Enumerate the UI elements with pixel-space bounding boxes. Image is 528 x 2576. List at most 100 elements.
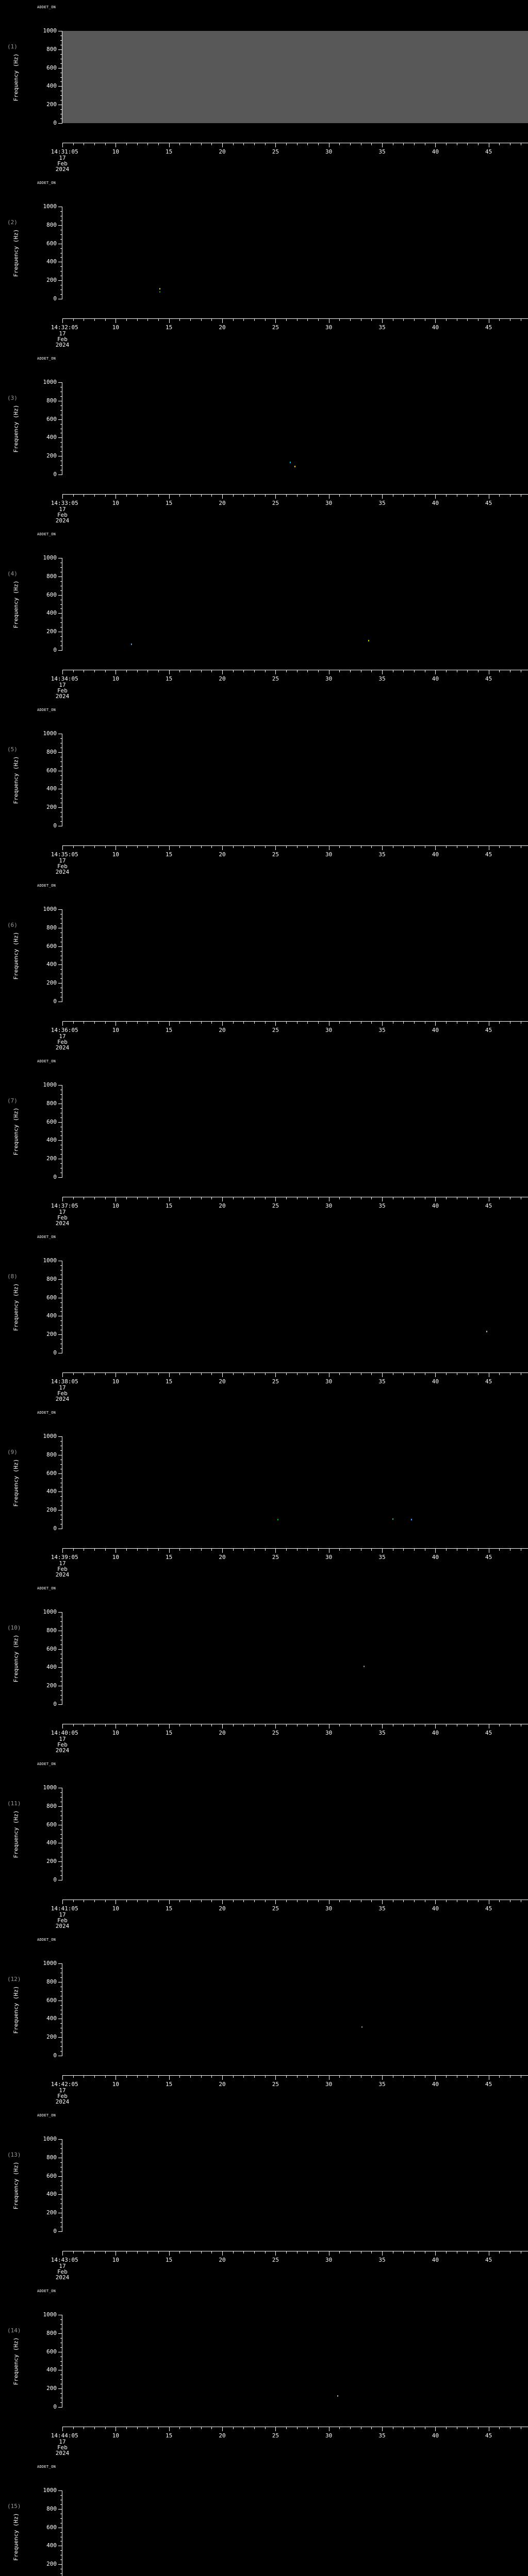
spectrogram-image	[62, 382, 528, 474]
x-axis-date-line: Feb	[57, 1390, 68, 1397]
x-axis-minor-tick	[318, 2251, 319, 2253]
x-axis-minor-tick	[254, 1900, 255, 1902]
x-axis-minor-tick	[467, 1372, 468, 1375]
x-axis-tick-label: 30	[325, 148, 333, 155]
x-axis-tick	[435, 1900, 436, 1904]
x-axis-minor-tick	[105, 2251, 106, 2253]
spectrogram-image	[62, 558, 528, 650]
y-axis-minor-tick	[60, 1325, 62, 1326]
x-axis-minor-tick	[126, 1900, 127, 1902]
x-axis-tick-label: 35	[378, 500, 386, 506]
x-axis-minor-tick	[158, 1021, 159, 1024]
x-axis-tick-label: 45	[485, 1378, 492, 1385]
x-axis-minor-tick	[265, 845, 266, 848]
y-axis-tick-label: 800	[46, 1626, 57, 1634]
y-axis-minor-tick	[60, 2402, 62, 2403]
x-axis-minor-tick	[296, 1548, 298, 1551]
y-axis-minor-tick	[60, 405, 62, 406]
panel-index-label: (1)	[7, 43, 18, 50]
x-axis-tick-label: 45	[485, 2432, 492, 2439]
y-axis-tick	[58, 1510, 62, 1511]
y-axis-tick-label: 1000	[43, 554, 57, 561]
y-axis-tick-label: 400	[46, 1488, 57, 1495]
x-axis-minor-tick	[201, 318, 202, 321]
x-axis-minor-tick	[94, 2251, 95, 2253]
x-axis-minor-tick	[179, 2075, 180, 2078]
x-axis-minor-tick	[105, 1021, 106, 1024]
x-axis-minor-tick	[296, 1900, 298, 1902]
y-axis-tick-label: 0	[53, 1349, 57, 1356]
spectrogram-panel: ADDET_ON (3) 1000 800 600 400 200 0 Frequency (H…	[0, 351, 528, 527]
y-axis-title-text: Frequency (Hz)	[12, 404, 20, 452]
x-axis-minor-tick	[350, 2075, 351, 2078]
x-axis-minor-tick	[94, 1372, 95, 1375]
y-axis-tick-label: 0	[53, 2228, 57, 2234]
x-axis-minor-tick	[126, 1372, 127, 1375]
x-axis-minor-tick	[339, 1197, 340, 1199]
x-axis-minor-tick	[73, 2427, 74, 2429]
x-axis-minor-tick	[94, 2075, 95, 2078]
x-axis-tick	[62, 494, 63, 499]
x-axis-tick-label: 30	[325, 675, 333, 682]
y-axis-minor-tick	[60, 1450, 62, 1451]
y-axis-minor-tick	[60, 1339, 62, 1340]
x-axis-minor-tick	[105, 494, 106, 497]
x-axis-minor-tick	[286, 143, 287, 145]
x-axis-tick-label: 30	[325, 851, 333, 858]
y-axis-minor-tick	[60, 1320, 62, 1321]
y-axis-tick	[58, 983, 62, 984]
x-axis-minor-tick	[265, 1900, 266, 1902]
y-axis-minor-tick	[60, 2532, 62, 2533]
x-axis-minor-tick	[201, 845, 202, 848]
y-axis-tick	[58, 1279, 62, 1280]
panel-index-label: (14)	[7, 2327, 21, 2334]
x-axis-minor-tick	[446, 2427, 447, 2429]
x-axis-minor-tick	[243, 670, 244, 672]
x-axis-minor-tick	[137, 670, 138, 672]
x-axis-minor-tick	[499, 1548, 500, 1551]
y-axis-minor-tick	[60, 766, 62, 767]
y-axis-title-text: Frequency (Hz)	[12, 756, 20, 804]
x-axis-tick-label: 15	[166, 851, 173, 858]
x-axis-tick-label: 15	[166, 1027, 173, 1033]
x-axis-tick	[62, 2075, 63, 2080]
x-axis-minor-tick	[147, 1021, 148, 1024]
x-axis-minor-tick	[414, 1900, 415, 1902]
x-axis-minor-tick	[307, 2427, 308, 2429]
x-axis-tick	[169, 1021, 170, 1026]
x-axis-minor-tick	[265, 2075, 266, 2078]
x-axis-minor-tick	[233, 1372, 234, 1375]
x-axis-minor-tick	[286, 2427, 287, 2429]
x-axis-tick	[275, 845, 276, 850]
x-axis-tick-label: 40	[432, 2432, 439, 2439]
x-axis-minor-tick	[371, 1900, 372, 1902]
x-axis-minor-tick	[105, 1900, 106, 1902]
y-axis-tick-label: 600	[46, 2523, 57, 2531]
y-axis-minor-tick	[60, 2208, 62, 2209]
x-axis-minor-tick	[318, 2427, 319, 2429]
x-axis-minor-tick	[73, 1724, 74, 1726]
x-axis-tick	[275, 494, 276, 499]
panel-source-label: ADDET_ON	[37, 1586, 56, 1590]
y-axis-title: Frequency (Hz)	[12, 2490, 20, 2576]
y-axis-tick-label: 800	[46, 397, 57, 404]
x-axis-minor-tick	[190, 2075, 191, 2078]
x-axis-minor-tick	[233, 1724, 234, 1726]
x-axis-minor-tick	[254, 318, 255, 321]
x-axis-minor-tick	[243, 1548, 244, 1551]
x-axis-tick-label: 14:44:05	[51, 2432, 78, 2439]
y-axis-minor-tick	[60, 2032, 62, 2033]
x-axis-date-stack: 17 Feb 2024	[56, 331, 70, 348]
x-axis-minor-tick	[105, 1724, 106, 1726]
y-axis-tick	[58, 909, 62, 910]
x-axis-minor-tick	[179, 2427, 180, 2429]
y-axis-title-text: Frequency (Hz)	[12, 2337, 20, 2385]
x-axis-minor-tick	[94, 1548, 95, 1551]
x-axis-minor-tick	[147, 845, 148, 848]
x-axis-minor-tick	[499, 2075, 500, 2078]
x-axis-tick-label: 40	[432, 2257, 439, 2263]
x-axis-minor-tick	[233, 845, 234, 848]
x-axis-minor-tick	[499, 318, 500, 321]
spectrogram-panel: ADDET_ON (13) 1000 800 600 400 200 0 Frequency (…	[0, 2108, 528, 2284]
